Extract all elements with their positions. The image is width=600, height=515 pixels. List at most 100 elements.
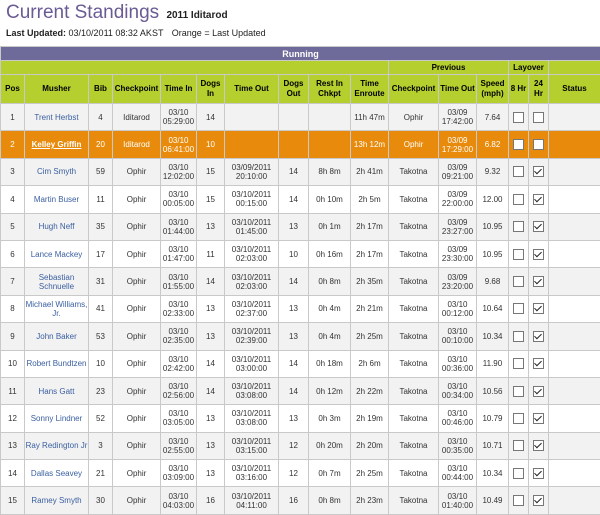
layover-24hr-checkbox[interactable]	[533, 193, 544, 205]
layover-8hr-checkbox[interactable]	[513, 276, 524, 288]
layover-24hr-checkbox[interactable]	[533, 412, 544, 424]
col-pos[interactable]: Pos	[0, 74, 25, 104]
cell-musher[interactable]: Trent Herbst	[24, 102, 89, 132]
layover-8hr-checkbox[interactable]	[513, 495, 524, 507]
cell-time-in: 03/10 02:35:00	[160, 322, 197, 351]
layover-24hr-checkbox[interactable]	[533, 111, 544, 123]
cell-time-in: 03/10 01:47:00	[160, 239, 197, 269]
layover-24hr-checkbox[interactable]	[533, 276, 544, 288]
cell-checkpoint: Ophir	[112, 431, 161, 461]
layover-8hr-checkbox[interactable]	[513, 166, 524, 178]
cell-rest: 0h 10m	[308, 185, 351, 214]
cell-status	[548, 157, 600, 187]
cell-musher[interactable]: Kelley Griffin	[24, 130, 89, 159]
cell-time-out	[224, 130, 279, 159]
layover-8hr-checkbox[interactable]	[513, 221, 524, 233]
cell-rest: 0h 1m	[308, 212, 351, 241]
col-time-enroute[interactable]: Time Enroute	[350, 74, 389, 104]
layover-8hr-checkbox[interactable]	[513, 412, 524, 424]
layover-24hr-checkbox[interactable]	[533, 330, 544, 342]
cell-musher[interactable]: Hugh Neff	[24, 212, 89, 241]
cell-time-in: 03/10 02:55:00	[160, 431, 197, 461]
cell-status	[548, 376, 600, 406]
col-dogs-out[interactable]: Dogs Out	[278, 74, 309, 104]
col-status[interactable]: Status	[548, 74, 600, 104]
layover-8hr-checkbox[interactable]	[513, 385, 524, 397]
cell-time-in: 03/10 03:09:00	[160, 459, 197, 488]
standings-table: Running Previous Layover Pos Musher Bib …	[0, 46, 600, 515]
col-prev-checkpoint[interactable]: Checkpoint	[388, 74, 439, 104]
table-row: 5 Hugh Neff 35 Ophir 03/10 01:44:00 13 03/10/2…	[0, 212, 600, 241]
cell-musher[interactable]: Dallas Seavey	[24, 459, 89, 488]
layover-8hr-checkbox[interactable]	[513, 358, 524, 370]
cell-time-enroute: 2h 35m	[350, 267, 389, 296]
layover-8hr-checkbox[interactable]	[513, 111, 524, 123]
layover-24hr-checkbox[interactable]	[533, 467, 544, 479]
cell-musher[interactable]: Hans Gatt	[24, 376, 89, 406]
cell-dogs-in: 13	[196, 212, 225, 241]
col-dogs-in[interactable]: Dogs In	[196, 74, 225, 104]
layover-24hr-checkbox[interactable]	[533, 303, 544, 315]
table-row: 8 Michael Williams, Jr. 41 Ophir 03/10 02:33…	[0, 294, 600, 324]
layover-8hr-checkbox[interactable]	[513, 248, 524, 260]
col-bib[interactable]: Bib	[88, 74, 113, 104]
layover-24hr-checkbox[interactable]	[533, 166, 544, 178]
col-musher[interactable]: Musher	[24, 74, 89, 104]
col-time-in[interactable]: Time In	[160, 74, 197, 104]
layover-8hr-checkbox[interactable]	[513, 303, 524, 315]
cell-dogs-in: 13	[196, 294, 225, 324]
cell-musher[interactable]: Lance Mackey	[24, 239, 89, 269]
cell-pos: 15	[0, 486, 25, 515]
cell-time-in: 03/10 04:03:00	[160, 486, 197, 515]
layover-24hr-checkbox[interactable]	[533, 440, 544, 452]
cell-musher[interactable]: Ray Redington Jr	[24, 431, 89, 461]
cell-prev-checkpoint: Takotna	[388, 486, 439, 515]
layover-24hr-checkbox[interactable]	[533, 385, 544, 397]
layover-24hr-checkbox[interactable]	[533, 139, 544, 151]
cell-pos: 5	[0, 212, 25, 241]
layover-24hr-checkbox[interactable]	[533, 495, 544, 507]
cell-musher[interactable]: Cim Smyth	[24, 157, 89, 187]
cell-prev-checkpoint: Takotna	[388, 459, 439, 488]
cell-pos: 12	[0, 404, 25, 433]
col-prev-time-out[interactable]: Time Out	[438, 74, 477, 104]
cell-layover-24hr	[528, 431, 549, 461]
cell-musher[interactable]: Martin Buser	[24, 185, 89, 214]
col-layover-24hr[interactable]: 24 Hr	[528, 74, 549, 104]
col-time-out[interactable]: Time Out	[224, 74, 279, 104]
cell-prev-time-out: 03/10 00:35:00	[438, 431, 477, 461]
col-speed[interactable]: Speed (mph)	[476, 74, 509, 104]
cell-layover-24hr	[528, 239, 549, 269]
cell-musher[interactable]: Robert Bundtzen	[24, 349, 89, 378]
cell-time-in: 03/10 01:55:00	[160, 267, 197, 296]
cell-musher[interactable]: Michael Williams, Jr.	[24, 294, 89, 324]
layover-8hr-checkbox[interactable]	[513, 440, 524, 452]
cell-dogs-in: 14	[196, 349, 225, 378]
col-layover-8hr[interactable]: 8 Hr	[508, 74, 529, 104]
layover-8hr-checkbox[interactable]	[513, 330, 524, 342]
cell-layover-24hr	[528, 486, 549, 515]
col-rest[interactable]: Rest In Chkpt	[308, 74, 351, 104]
cell-prev-time-out: 03/09 22:00:00	[438, 185, 477, 214]
layover-24hr-checkbox[interactable]	[533, 358, 544, 370]
cell-time-in: 03/10 02:33:00	[160, 294, 197, 324]
layover-8hr-checkbox[interactable]	[513, 193, 524, 205]
cell-status	[548, 212, 600, 241]
cell-dogs-in: 13	[196, 322, 225, 351]
cell-dogs-in: 16	[196, 486, 225, 515]
layover-24hr-checkbox[interactable]	[533, 221, 544, 233]
cell-musher[interactable]: Ramey Smyth	[24, 486, 89, 515]
cell-musher[interactable]: Sebastian Schnuelle	[24, 267, 89, 296]
cell-musher[interactable]: John Baker	[24, 322, 89, 351]
cell-bib: 31	[88, 267, 113, 296]
layover-8hr-checkbox[interactable]	[513, 139, 524, 151]
layover-24hr-checkbox[interactable]	[533, 248, 544, 260]
cell-bib: 10	[88, 349, 113, 378]
layover-8hr-checkbox[interactable]	[513, 467, 524, 479]
col-checkpoint[interactable]: Checkpoint	[112, 74, 161, 104]
cell-speed: 6.82	[476, 130, 509, 159]
cell-dogs-in: 14	[196, 267, 225, 296]
cell-speed: 9.32	[476, 157, 509, 187]
cell-musher[interactable]: Sonny Lindner	[24, 404, 89, 433]
cell-layover-8hr	[508, 322, 529, 351]
